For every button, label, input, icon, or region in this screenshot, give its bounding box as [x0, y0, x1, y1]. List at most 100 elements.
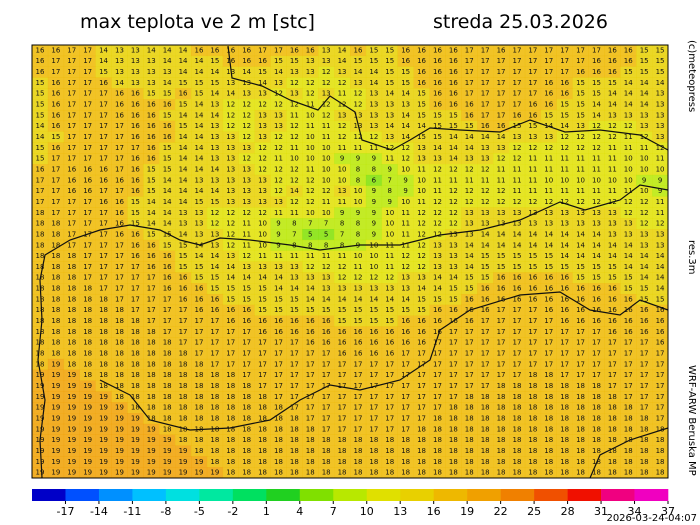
cell-value: 17 [353, 360, 362, 368]
cell [572, 456, 589, 468]
cell [524, 66, 542, 78]
cell-value: 18 [226, 458, 235, 466]
cell-value: 13 [322, 90, 331, 98]
cell [461, 66, 478, 78]
cell-value: 16 [608, 328, 617, 336]
cell [191, 358, 208, 371]
cell-value: 17 [67, 155, 76, 163]
cell-value: 19 [99, 393, 108, 401]
cell-value: 17 [338, 382, 347, 390]
cell [206, 131, 224, 143]
cell-value: 14 [369, 68, 378, 76]
colorbar-segment [98, 489, 133, 501]
cell-value: 11 [449, 176, 458, 184]
cell-value: 16 [624, 57, 633, 65]
cell-value: 15 [512, 252, 521, 260]
cell-value: 16 [99, 165, 108, 173]
cell [95, 88, 112, 100]
cell-value: 18 [131, 360, 140, 368]
cell [604, 304, 621, 316]
cell [620, 445, 637, 457]
cell [286, 272, 303, 284]
cell [79, 369, 96, 381]
cell-value: 12 [353, 274, 362, 282]
cell-value: 7 [308, 220, 312, 228]
cell [636, 293, 653, 306]
cell-value: 19 [51, 404, 60, 412]
cell [270, 142, 287, 154]
cell [63, 153, 80, 165]
cell [191, 207, 208, 219]
cell [652, 77, 669, 89]
cell [588, 380, 605, 392]
cell-value: 17 [401, 382, 410, 390]
cell-value: 13 [242, 176, 251, 184]
cell [222, 380, 239, 392]
cell-value: 17 [449, 371, 458, 379]
cell-value: 17 [179, 339, 188, 347]
cell [111, 239, 128, 251]
cell [620, 109, 637, 122]
cell-value: 16 [592, 295, 601, 303]
cell-value: 12 [592, 122, 601, 130]
cell-value: 18 [258, 414, 267, 422]
cell [63, 402, 80, 414]
cell [620, 66, 637, 78]
cell [318, 66, 335, 78]
cell-value: 17 [417, 414, 426, 422]
cell [47, 293, 65, 306]
cell-value: 15 [640, 295, 649, 303]
cell-value: 17 [51, 165, 60, 173]
cell-value: 18 [210, 447, 219, 455]
cell [620, 348, 637, 360]
cell-value: 18 [497, 458, 506, 466]
cell [620, 423, 637, 435]
cell [397, 66, 414, 78]
cell-value: 14 [210, 90, 219, 98]
cell [445, 66, 462, 78]
cell [524, 445, 542, 457]
cell [191, 467, 208, 479]
cell-value: 10 [306, 144, 315, 152]
cell-value: 18 [353, 436, 362, 444]
cell [365, 196, 383, 208]
cell-value: 18 [290, 458, 299, 466]
cell [111, 326, 128, 338]
cell [509, 77, 526, 89]
cell-value: 16 [592, 285, 601, 293]
cell [206, 250, 224, 262]
cell [445, 142, 462, 154]
cell [302, 391, 319, 403]
cell-value: 16 [115, 230, 124, 238]
cell-value: 17 [131, 263, 140, 271]
cell [95, 239, 112, 251]
cell [334, 153, 351, 165]
cell-value: 16 [433, 68, 442, 76]
cell [270, 218, 287, 230]
cell [334, 434, 351, 446]
cell [429, 434, 446, 446]
cell [477, 131, 494, 143]
cell [397, 304, 414, 316]
cell-value: 9 [372, 155, 376, 163]
cell-value: 11 [369, 144, 378, 152]
cell [652, 434, 669, 446]
cell-value: 11 [242, 220, 251, 228]
cell-value: 17 [544, 350, 553, 358]
cell-value: 17 [576, 360, 585, 368]
cell-value: 12 [497, 198, 506, 206]
cell-value: 17 [433, 404, 442, 412]
cell-value: 17 [338, 404, 347, 412]
cell [556, 77, 573, 89]
cell [111, 402, 128, 414]
cell-value: 18 [51, 339, 60, 347]
cell-value: 16 [608, 68, 617, 76]
cell-value: 13 [385, 111, 394, 119]
cell-value: 18 [640, 425, 649, 433]
cell-value: 19 [83, 414, 92, 422]
cell [95, 131, 112, 143]
cell-value: 14 [656, 263, 665, 271]
cell [111, 196, 128, 208]
cell-value: 18 [608, 469, 617, 477]
